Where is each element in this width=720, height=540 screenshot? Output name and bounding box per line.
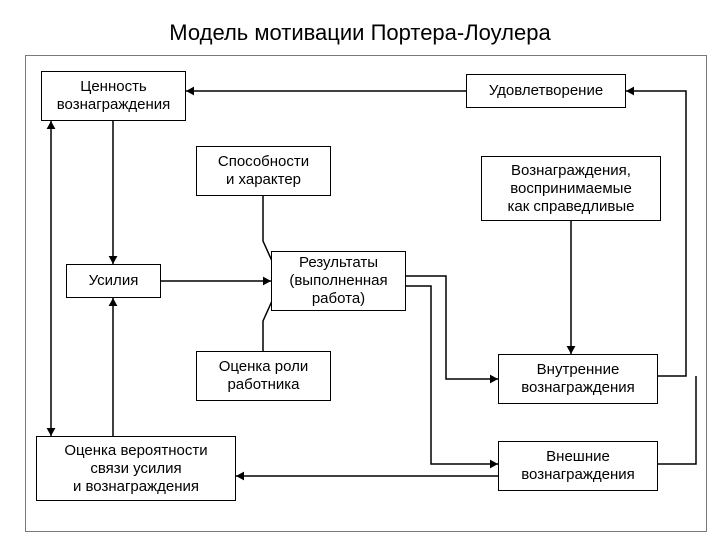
node-extrinsic: Внешниевознаграждения <box>498 441 658 491</box>
node-effort: Усилия <box>66 264 161 298</box>
node-results: Результаты(выполненнаяработа) <box>271 251 406 311</box>
node-abilities: Способностии характер <box>196 146 331 196</box>
node-fair: Вознаграждения,воспринимаемыекак справед… <box>481 156 661 221</box>
node-value: Ценностьвознаграждения <box>41 71 186 121</box>
diagram-canvas: Ценностьвознаграждения Удовлетворение Спос… <box>25 55 707 532</box>
node-satisfaction: Удовлетворение <box>466 74 626 108</box>
page-title: Модель мотивации Портера-Лоулера <box>0 20 720 46</box>
node-intrinsic: Внутренниевознаграждения <box>498 354 658 404</box>
node-role: Оценка ролиработника <box>196 351 331 401</box>
node-prob: Оценка вероятностисвязи усилияи вознагра… <box>36 436 236 501</box>
